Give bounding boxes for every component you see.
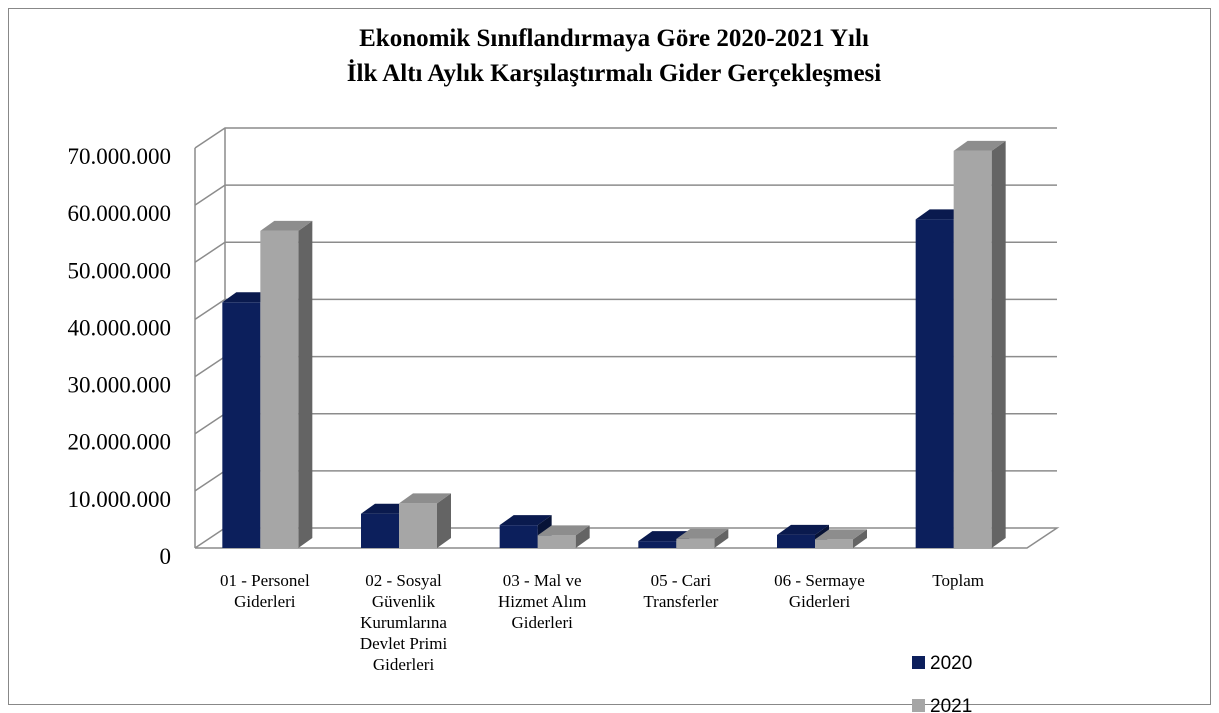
y-tick-label: 50.000.000 <box>68 258 172 283</box>
bar-side <box>575 525 590 548</box>
bar-top <box>676 528 729 539</box>
legend-label: 2021 <box>930 696 972 713</box>
bar-side <box>853 529 867 548</box>
legend-swatch <box>912 656 925 669</box>
bar-top <box>499 515 552 526</box>
bar <box>676 538 715 548</box>
bar-top <box>537 525 590 536</box>
bar <box>537 535 576 548</box>
bar-side <box>991 140 1006 548</box>
bar <box>915 219 954 548</box>
legend-swatch <box>912 699 925 712</box>
bar <box>638 541 677 548</box>
bar <box>260 230 299 548</box>
chart-subtitle: İlk Altı Aylık Karşılaştırmalı Gider Ger… <box>347 59 882 87</box>
bar <box>499 525 538 548</box>
x-tick-label: 01 - Personel Giderleri <box>219 571 310 611</box>
bar-top <box>953 140 1006 151</box>
x-tick-label: Toplam <box>932 571 984 590</box>
bar-top <box>815 529 867 540</box>
bar-top <box>777 524 829 535</box>
bar-side <box>298 220 313 548</box>
bar <box>222 302 261 548</box>
x-tick-label: 02 - Sosyal Güvenlik Kurumlarına Devlet … <box>359 571 448 674</box>
bar-top <box>399 493 451 504</box>
bar <box>777 534 815 548</box>
y-tick-label: 10.000.000 <box>68 487 172 512</box>
y-tick-label: 60.000.000 <box>68 201 172 226</box>
bar-side <box>714 528 729 548</box>
bar <box>361 513 399 548</box>
y-tick-label: 40.000.000 <box>68 315 172 340</box>
y-tick-label: 0 <box>160 544 172 569</box>
bar-top <box>260 220 313 231</box>
y-tick-label: 20.000.000 <box>68 430 172 455</box>
x-tick-label: 03 - Mal ve Hizmet Alım Giderleri <box>498 571 587 632</box>
y-tick-label: 70.000.000 <box>68 144 172 169</box>
chart-title: Ekonomik Sınıflandırmaya Göre 2020-2021 … <box>359 25 869 52</box>
bar <box>953 150 992 548</box>
legend-label: 2020 <box>930 653 972 674</box>
bar-side <box>437 493 451 548</box>
x-tick-label: 06 - Sermaye Giderleri <box>774 571 865 611</box>
bar <box>815 539 853 548</box>
y-tick-label: 30.000.000 <box>68 373 172 398</box>
bar <box>399 503 437 548</box>
x-tick-label: 05 - Cari Transferler <box>643 571 719 611</box>
grid-line <box>194 527 1060 549</box>
